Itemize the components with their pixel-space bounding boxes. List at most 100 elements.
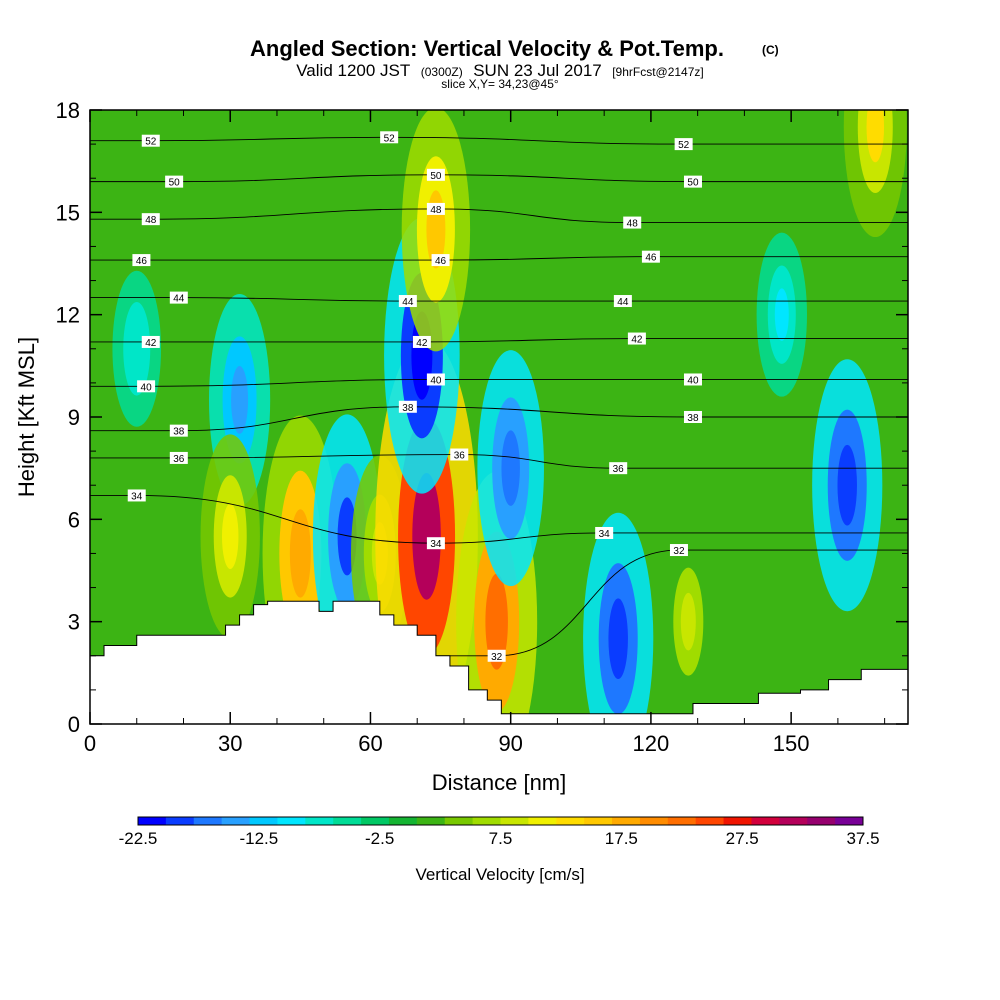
colorbar-swatch (723, 817, 752, 825)
y-tick-label: 18 (56, 98, 80, 123)
colorbar-swatch (138, 817, 167, 825)
colorbar-tick-labels: -22.5 -12.5 -2.5 7.5 17.5 27.5 37.5 (119, 829, 880, 848)
contour-label-box (613, 295, 632, 308)
colorbar-swatch (472, 817, 501, 825)
velocity-cell-core (221, 503, 239, 570)
colorbar-swatch (193, 817, 223, 825)
colorbar-swatch (388, 817, 418, 825)
contour-label: 38 (687, 413, 699, 424)
colorbar-frame (137, 816, 864, 826)
x-tick-label: 90 (498, 731, 522, 756)
contour-label: 52 (384, 133, 396, 144)
x-axis: 0 30 60 90 120 150 (84, 110, 886, 756)
contour-label-box (127, 489, 146, 502)
colorbar-swatch (333, 817, 362, 825)
colorbar-swatch (305, 817, 334, 825)
contour-label: 42 (416, 338, 428, 349)
chart-subtitle: Valid 1200 JST (0300Z) SUN 23 Jul 2017 [… (296, 61, 704, 80)
contour-label-box (398, 400, 417, 413)
chart-title-copyright: (C) (762, 43, 779, 57)
contour-label: 40 (430, 375, 442, 386)
contour-label-box (669, 544, 688, 557)
terrain (90, 600, 908, 724)
colorbar (137, 816, 864, 826)
y-tick-label: 12 (56, 303, 80, 328)
y-tick-label: 3 (68, 610, 80, 635)
contour-label: 48 (430, 205, 442, 216)
y-tick-label: 15 (56, 200, 80, 225)
contour-label-box (169, 291, 188, 304)
contour-label-box (674, 138, 693, 151)
colorbar-swatch (612, 817, 641, 825)
valid-date: SUN 23 Jul 2017 (473, 61, 602, 80)
colorbar-tick-label: 37.5 (846, 829, 879, 848)
contour-label: 52 (145, 137, 157, 148)
colorbar-tick-label: -2.5 (365, 829, 394, 848)
contour-label-box (609, 462, 628, 475)
colorbar-swatch (221, 817, 251, 825)
slice-info: slice X,Y= 34,23@45° (441, 77, 559, 91)
contour-label: 52 (678, 140, 690, 151)
colorbar-tick-label: -12.5 (239, 829, 278, 848)
contour-label-box (683, 175, 702, 188)
contour-label: 50 (169, 178, 181, 189)
contour-labels: 52 52 52 50 50 50 48 48 48 46 46 46 44 44 44 42 42 42 40 40… (127, 131, 702, 663)
contour-label: 48 (627, 219, 639, 230)
contour-label-box (141, 134, 160, 147)
contour-label: 38 (173, 427, 185, 438)
contour-label-box (398, 295, 417, 308)
contour-label-box (137, 380, 156, 393)
contour-label: 44 (402, 297, 414, 308)
contour-label-box (380, 131, 399, 144)
contour-label-box (641, 250, 660, 263)
contour-label: 46 (435, 256, 447, 267)
contour-label: 48 (145, 215, 157, 226)
colorbar-tick-label: 7.5 (489, 829, 513, 848)
colorbar-swatch (835, 817, 864, 825)
x-tick-label: 120 (633, 731, 670, 756)
colorbar-swatch (249, 817, 278, 825)
colorbar-swatch (500, 817, 529, 825)
x-tick-label: 60 (358, 731, 382, 756)
contour-label: 34 (131, 491, 143, 502)
contour-label: 34 (430, 539, 442, 550)
colorbar-tick-label: 27.5 (726, 829, 759, 848)
contour-label: 34 (599, 529, 611, 540)
contour-label: 46 (136, 256, 148, 267)
colorbar-swatch (667, 817, 697, 825)
contour-label-box (431, 254, 450, 267)
forecast-tag: [9hrFcst@2147z] (612, 65, 704, 79)
colorbar-swatch (584, 817, 613, 825)
plot-area: 52 52 52 50 50 50 48 48 48 46 46 46 44 44 44 42 42 42 40 40… (90, 110, 908, 724)
contour-label-box (169, 451, 188, 464)
velocity-cell-core (774, 288, 789, 341)
contour-label-box (487, 649, 506, 662)
velocity-cell-core (289, 509, 311, 598)
valid-time: Valid 1200 JST (296, 61, 410, 80)
contour-label: 40 (141, 382, 153, 393)
colorbar-tick-label: 17.5 (605, 829, 638, 848)
velocity-cell-core (608, 598, 628, 680)
velocity-cell-core (837, 444, 857, 526)
contour-label: 44 (173, 294, 185, 305)
colorbar-tick-label: -22.5 (119, 829, 158, 848)
contour-label-box (623, 216, 642, 229)
colorbar-swatch (779, 817, 808, 825)
contour-label-box (132, 254, 151, 267)
contour-label-box (426, 202, 445, 215)
contour-label: 38 (402, 403, 414, 414)
colorbar-swatch (361, 817, 390, 825)
x-tick-label: 150 (773, 731, 810, 756)
contour-label: 42 (631, 335, 643, 346)
y-axis-title: Height [Kft MSL] (14, 337, 39, 497)
contour-label-box (141, 213, 160, 226)
colorbar-swatch (639, 817, 669, 825)
contour-label: 36 (173, 454, 185, 465)
velocity-cell-core (501, 430, 520, 506)
contour-label-box (426, 373, 445, 386)
contour-label-box (426, 537, 445, 550)
x-axis-title: Distance [nm] (432, 770, 567, 795)
velocity-cell-core (866, 110, 885, 163)
colorbar-swatch (751, 817, 780, 825)
